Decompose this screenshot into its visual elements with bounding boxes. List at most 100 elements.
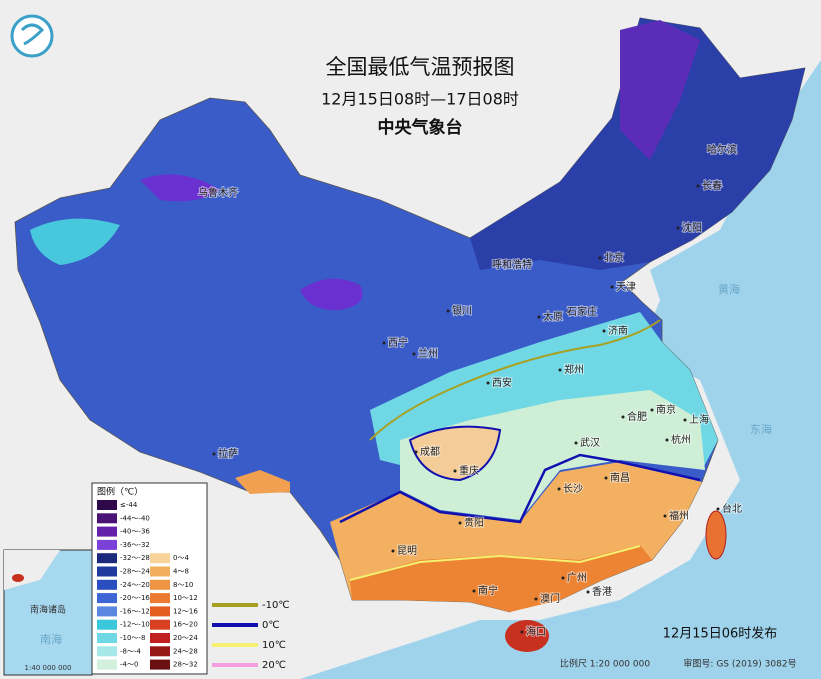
city-label: 武汉 (580, 436, 600, 449)
legend-label: 8～10 (173, 581, 193, 589)
city-dot (706, 148, 710, 152)
isoline (339, 453, 701, 524)
cyan-zone (30, 218, 120, 265)
purple-zone (140, 174, 220, 202)
city-dot (382, 341, 386, 345)
city-label: 福州 (669, 509, 689, 522)
legend-swatch (97, 646, 117, 657)
city-label: 长沙 (563, 483, 583, 495)
map-subtitle: 12月15日08时—17日08时 (321, 90, 519, 109)
city-dot (586, 590, 590, 594)
purple-zone (300, 278, 363, 311)
city-label: 天津 (616, 281, 636, 293)
review-number: 审图号: GS (2019) 3082号 (683, 658, 796, 670)
city-dot (412, 352, 416, 356)
city-label: 南京 (656, 403, 676, 416)
city-label: 上海 (689, 413, 709, 426)
legend-box (91, 482, 208, 675)
legend-label: -20～-16 (120, 594, 150, 602)
city-label: 昆明 (397, 545, 417, 557)
agency: 中央气象台 (378, 117, 463, 138)
legend-label: ≤-44 (120, 501, 138, 509)
legend-swatch (97, 593, 117, 604)
legend-label: -44～-40 (120, 514, 150, 522)
city-label: 成都 (420, 446, 440, 458)
legend-label: -40～-36 (120, 528, 150, 536)
city-label: 西安 (492, 376, 512, 389)
city-label: 拉萨 (218, 447, 238, 460)
purple-zone (620, 20, 700, 160)
sea-label: 南海 (40, 632, 62, 646)
city-dot (557, 487, 561, 491)
isoline (349, 545, 641, 581)
city-label: 长春 (702, 180, 722, 192)
city-dot (414, 450, 418, 454)
city-dot (486, 381, 490, 385)
city-dot (665, 438, 669, 442)
city-label: 呼和浩特 (492, 259, 532, 271)
city-dot (391, 549, 395, 553)
city-label: 广州 (567, 572, 587, 584)
city-dot (561, 576, 565, 580)
legend-label: -8～-4 (120, 647, 142, 655)
city-dot (610, 285, 614, 289)
release-time: 12月15日06时发布 (663, 626, 778, 642)
legend-label: 10℃ (262, 640, 286, 651)
city-dot (621, 415, 625, 419)
scale-note: 比例尺 1:20 000 000 (560, 658, 650, 670)
legend-swatch (150, 633, 170, 643)
city-label: 合肥 (627, 410, 647, 423)
legend-swatch (150, 566, 170, 577)
city-label: 哈尔滨 (707, 143, 737, 156)
inset-title: 南海诸岛 (30, 604, 66, 616)
warm-basin (408, 425, 502, 482)
legend-label: -10℃ (262, 600, 290, 611)
legend-label: 24～28 (173, 647, 198, 655)
legend-swatch (97, 619, 117, 630)
city-label: 西宁 (388, 336, 408, 349)
legend-swatch (97, 579, 117, 590)
legend-label: 0～4 (173, 554, 189, 562)
city-dot (534, 597, 538, 601)
city-dot (558, 368, 562, 372)
sea-label: 东海 (750, 422, 772, 436)
legend-swatch (150, 606, 170, 617)
inset-map: 南海诸岛 1:40 000 000 (3, 549, 93, 676)
city-dot (212, 452, 216, 456)
legend-swatch (150, 659, 170, 670)
inset-scale: 1:40 000 000 (25, 664, 72, 672)
legend-swatch (150, 646, 170, 657)
city-dot (566, 310, 570, 314)
legend-swatch (97, 500, 117, 510)
logo (10, 14, 54, 58)
taiwan-island (705, 510, 727, 560)
city-dot (663, 514, 667, 518)
legend-label: 16～20 (173, 621, 198, 629)
city-label: 兰州 (418, 347, 438, 360)
legend-label: 4～8 (173, 568, 189, 576)
legend-label: 12～16 (173, 607, 198, 615)
legend-swatch (97, 606, 117, 617)
city-dot (650, 408, 654, 412)
legend-label: -28～-24 (120, 568, 150, 576)
city-label: 太原 (543, 310, 563, 323)
legend-swatch (97, 633, 117, 643)
city-label: 南宁 (478, 584, 498, 597)
legend-swatch (97, 659, 117, 670)
legend-label: -12～-10 (120, 621, 150, 629)
city-dot (602, 329, 606, 333)
legend-label: -10～-8 (120, 634, 145, 642)
legend-label: 0℃ (262, 620, 280, 631)
legend-label: 20～24 (173, 634, 198, 642)
city-label: 杭州 (671, 433, 691, 446)
legend-label: -24～-20 (120, 581, 150, 589)
legend-title: 图例（℃） (97, 486, 143, 498)
legend-swatch (150, 619, 170, 630)
city-label: 台北 (722, 502, 742, 515)
city-label: 重庆 (459, 464, 479, 477)
legend: ≤-44 -44～-40 -40～-36 -36～-32 -32～-28 -28～-24 -… (97, 500, 290, 671)
city-dot (683, 418, 687, 422)
